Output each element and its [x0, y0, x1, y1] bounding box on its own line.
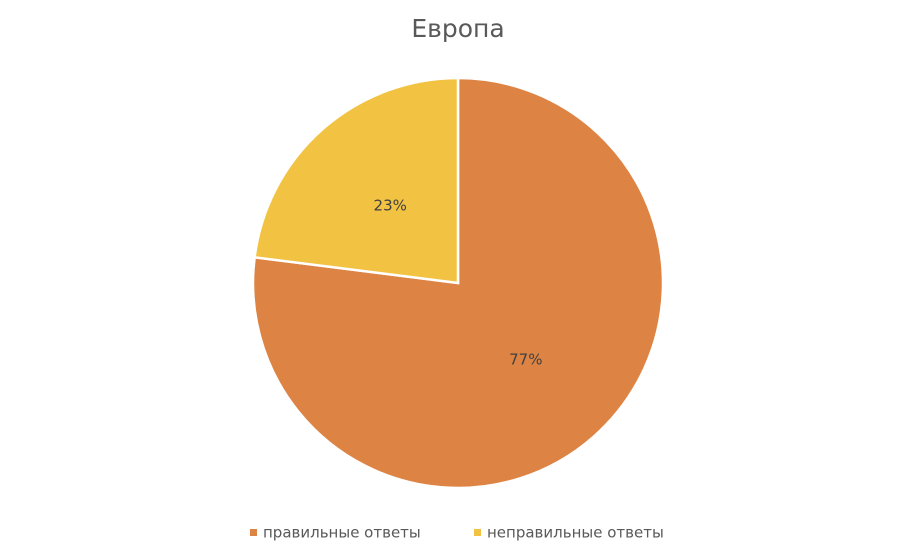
legend-label: правильные ответы — [263, 524, 421, 542]
pie-slice — [253, 76, 460, 285]
legend-marker — [250, 529, 257, 536]
chart-title: Европа — [411, 14, 504, 43]
data-label: 23% — [374, 197, 407, 215]
legend-marker — [474, 529, 481, 536]
legend-label: неправильные ответы — [487, 524, 664, 542]
pie-slice — [251, 76, 665, 490]
data-label: 77% — [509, 350, 542, 368]
